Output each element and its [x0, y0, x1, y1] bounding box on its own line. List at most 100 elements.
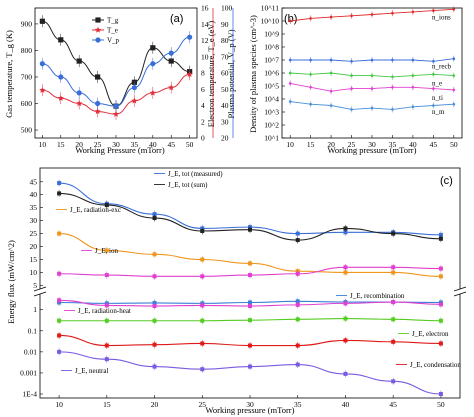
panel-c-series-label: J_E, neutral	[75, 367, 108, 375]
panel-b-point	[370, 106, 374, 110]
panel-c-point	[295, 317, 300, 322]
panel-a-legend-marker	[95, 17, 101, 23]
panel-c-point	[343, 230, 348, 235]
panel-b-ylabel: Density of plasma species (cm^-3)	[248, 15, 258, 133]
panel-b-point	[370, 58, 374, 62]
panel-b-point	[411, 74, 415, 77]
panel-b-point	[288, 100, 292, 103]
panel-a-ylabel-right1: Electron temperature, T_e (eV)	[206, 21, 216, 128]
panel-c-point	[438, 274, 443, 279]
panel-c-series-label: J_E, tot (measured)	[168, 170, 223, 178]
panel-c-point	[104, 343, 109, 348]
panel-b-point	[288, 58, 292, 62]
panel-b-xtick-label: 40	[409, 140, 417, 149]
panel-c-ytick-label: 35	[30, 203, 38, 212]
panel-c-point	[248, 364, 252, 369]
panel-b-xtick-label: 10	[286, 140, 294, 149]
panel-b-point	[452, 88, 456, 92]
panel-c-xtick-label: 10	[55, 400, 63, 409]
panel-a-point	[94, 100, 101, 107]
panel-b-point	[329, 89, 333, 93]
panel-b-series-label: n_ions	[432, 13, 451, 21]
panel-b-point	[288, 71, 292, 75]
panel-b-ytick-label: 10^1	[264, 134, 279, 143]
panel-c-ytick-label: 0.01	[24, 347, 37, 356]
panel-c-point	[200, 341, 205, 346]
panel-c-point	[248, 261, 252, 266]
panel-a-point	[94, 108, 101, 115]
panel-c-point	[200, 367, 205, 372]
panel-a-ytick-label: 500	[21, 126, 33, 135]
panel-b-point	[350, 60, 353, 63]
panel-a-ytick-label: 700	[21, 72, 33, 81]
panel-b-ytick-label: 10^9	[264, 30, 279, 39]
panel-a-xtick-label: 40	[149, 140, 157, 149]
panel-c-break-mark-right2	[453, 291, 467, 297]
panel-c-xtick-label: 25	[199, 400, 207, 409]
panel-b-xtick-label: 25	[348, 140, 356, 149]
panel-b-series-label: n_e	[432, 80, 442, 88]
panel-c-point	[438, 392, 443, 396]
panel-c-point	[248, 343, 252, 348]
panel-a-point	[39, 18, 45, 24]
panel-b-ytick-label: 10^5	[264, 82, 279, 91]
panel-c-tag: (c)	[440, 175, 453, 187]
panel-b-point	[391, 11, 394, 15]
panel-c-point	[391, 231, 396, 236]
panel-c-break-mark-left2	[33, 291, 47, 297]
panel-c-xtick-label: 40	[342, 400, 350, 409]
panel-c-point	[295, 271, 300, 276]
panel-b-point	[329, 15, 333, 19]
panel-b-point	[309, 58, 312, 62]
panel-a-xtick-label: 45	[167, 140, 175, 149]
panel-b-ytick-label: 10^7	[264, 56, 279, 65]
panel-a-right2-tick-label: 100	[221, 4, 233, 13]
panel-c-point	[104, 318, 109, 323]
panel-c-break-gap-left	[34, 289, 46, 294]
panel-c-xtick-label: 15	[103, 400, 111, 409]
panel-a-point	[149, 89, 156, 96]
panel-b-point	[329, 58, 333, 62]
panel-a-right1-tick-label: 16	[201, 4, 209, 13]
panel-b-series-label: n_recb	[432, 63, 452, 71]
panel-a-right1-tick-label: 6	[201, 85, 205, 94]
panel-a-point	[76, 90, 82, 96]
panel-a-ytick-label: 800	[21, 46, 33, 55]
panel-c-point	[343, 316, 348, 321]
panel-c-break-mark-left	[33, 286, 47, 292]
panel-b-ytick-label: 10^6	[264, 69, 279, 78]
panel-b-xtick-label: 30	[368, 140, 376, 149]
panel-b-point	[350, 14, 353, 18]
panel-c-series-label: J_E, tot (sum)	[168, 181, 208, 189]
panel-c-ytick-label: 20	[30, 242, 38, 251]
panel-c-point	[200, 274, 205, 279]
panel-b-point	[432, 73, 435, 76]
panel-c-point	[104, 203, 109, 208]
panel-a-point	[168, 50, 174, 56]
panel-a-xtick-label: 10	[39, 140, 47, 149]
panel-b-point	[432, 9, 435, 12]
panel-c-point	[248, 318, 252, 323]
panel-b-point	[350, 108, 353, 111]
panel-b-ytick-label: 10^2	[264, 121, 279, 130]
panel-c-point	[104, 248, 109, 253]
panel-c-point	[295, 299, 300, 304]
panel-a-point	[112, 110, 120, 117]
panel-b-point	[370, 13, 374, 16]
panel-c-point	[104, 357, 109, 362]
panel-a-ytick-label: 600	[21, 99, 33, 108]
panel-c-point	[343, 371, 348, 376]
panel-a-point	[39, 61, 45, 67]
panel-c-xtick-label: 30	[246, 400, 254, 409]
panel-c: (c) Working pressure (mTorr) Energy flux…	[6, 167, 467, 415]
panel-a-point	[131, 97, 138, 104]
panel-c-point	[57, 271, 62, 276]
panel-c-point	[152, 252, 157, 257]
panel-c-break-mark-right	[453, 286, 467, 292]
panel-a-right2-tick-label: 20	[221, 134, 229, 143]
panel-b-point	[411, 10, 415, 14]
panel-b-point	[309, 102, 312, 106]
panel-a: (a) Working Pressure (mTorr) Gas tempera…	[4, 4, 236, 156]
panel-c-ytick-label: 15	[30, 255, 38, 264]
